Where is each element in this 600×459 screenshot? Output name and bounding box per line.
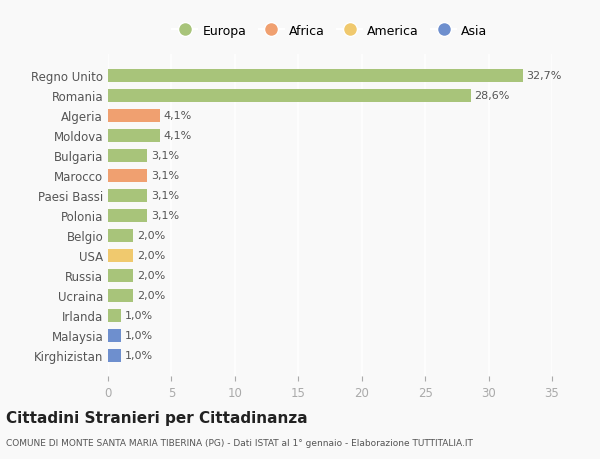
Text: 2,0%: 2,0% bbox=[137, 291, 166, 301]
Text: 28,6%: 28,6% bbox=[475, 91, 510, 101]
Legend: Europa, Africa, America, Asia: Europa, Africa, America, Asia bbox=[167, 20, 493, 43]
Text: 32,7%: 32,7% bbox=[527, 71, 562, 81]
Bar bbox=[108, 129, 160, 142]
Text: 2,0%: 2,0% bbox=[137, 270, 166, 280]
Bar bbox=[108, 169, 148, 182]
Text: 4,1%: 4,1% bbox=[164, 111, 192, 121]
Text: Cittadini Stranieri per Cittadinanza: Cittadini Stranieri per Cittadinanza bbox=[6, 410, 308, 425]
Text: 3,1%: 3,1% bbox=[151, 211, 179, 221]
Bar bbox=[108, 349, 121, 362]
Bar bbox=[108, 229, 133, 242]
Bar bbox=[108, 209, 148, 222]
Text: 3,1%: 3,1% bbox=[151, 191, 179, 201]
Bar bbox=[108, 189, 148, 202]
Text: 2,0%: 2,0% bbox=[137, 231, 166, 241]
Text: COMUNE DI MONTE SANTA MARIA TIBERINA (PG) - Dati ISTAT al 1° gennaio - Elaborazi: COMUNE DI MONTE SANTA MARIA TIBERINA (PG… bbox=[6, 438, 473, 447]
Text: 1,0%: 1,0% bbox=[124, 350, 152, 360]
Text: 2,0%: 2,0% bbox=[137, 251, 166, 261]
Bar bbox=[108, 110, 160, 123]
Bar bbox=[108, 150, 148, 162]
Bar bbox=[108, 90, 471, 102]
Text: 3,1%: 3,1% bbox=[151, 171, 179, 181]
Bar bbox=[108, 289, 133, 302]
Bar bbox=[108, 269, 133, 282]
Text: 1,0%: 1,0% bbox=[124, 310, 152, 320]
Bar bbox=[108, 70, 523, 83]
Bar bbox=[108, 309, 121, 322]
Text: 4,1%: 4,1% bbox=[164, 131, 192, 141]
Bar bbox=[108, 329, 121, 342]
Text: 3,1%: 3,1% bbox=[151, 151, 179, 161]
Text: 1,0%: 1,0% bbox=[124, 330, 152, 340]
Bar bbox=[108, 249, 133, 262]
